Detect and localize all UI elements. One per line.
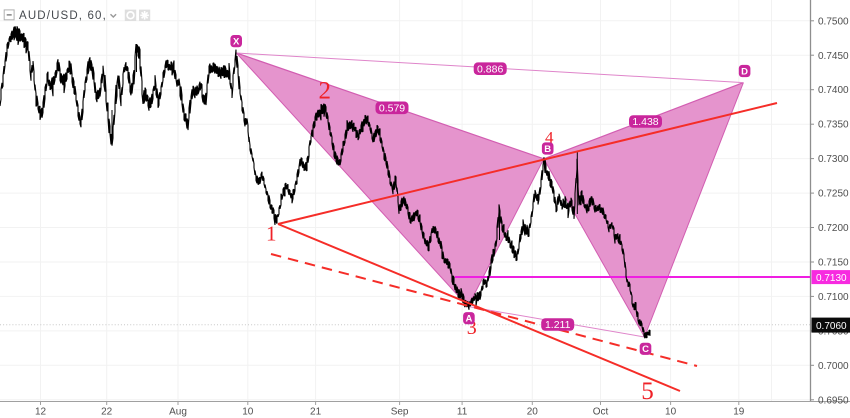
svg-text:AUD/USD, 60,: AUD/USD, 60, <box>19 10 107 22</box>
svg-text:1: 1 <box>266 222 277 246</box>
svg-text:3: 3 <box>467 317 477 339</box>
svg-text:10: 10 <box>242 407 254 418</box>
svg-text:Sep: Sep <box>391 407 409 418</box>
svg-text:0.7250: 0.7250 <box>818 189 849 200</box>
svg-text:4: 4 <box>545 128 554 147</box>
svg-text:0.579: 0.579 <box>379 102 405 114</box>
svg-text:0.7060: 0.7060 <box>816 321 847 332</box>
svg-text:0.7400: 0.7400 <box>818 85 849 96</box>
svg-text:21: 21 <box>310 407 322 418</box>
svg-text:1.211: 1.211 <box>545 319 571 331</box>
svg-text:Oct: Oct <box>593 407 609 418</box>
svg-text:11: 11 <box>457 407 468 418</box>
svg-text:0.7150: 0.7150 <box>818 258 849 269</box>
svg-text:0.7130: 0.7130 <box>816 273 847 284</box>
svg-text:Aug: Aug <box>169 407 187 418</box>
svg-text:5: 5 <box>641 378 654 405</box>
svg-text:C: C <box>642 344 649 355</box>
svg-text:0.6950: 0.6950 <box>818 395 849 406</box>
svg-text:X: X <box>233 37 240 48</box>
svg-text:0.7350: 0.7350 <box>818 120 849 131</box>
svg-text:0.7450: 0.7450 <box>818 51 849 62</box>
svg-text:12: 12 <box>35 407 47 418</box>
svg-text:19: 19 <box>733 407 745 418</box>
svg-text:20: 20 <box>527 407 539 418</box>
svg-text:1.438: 1.438 <box>632 116 658 128</box>
svg-text:10: 10 <box>665 407 677 418</box>
svg-text:D: D <box>741 66 748 77</box>
svg-text:2: 2 <box>318 78 331 105</box>
svg-text:22: 22 <box>101 407 113 418</box>
svg-text:0.7200: 0.7200 <box>818 223 849 234</box>
svg-text:0.7500: 0.7500 <box>818 16 849 27</box>
svg-text:0.7000: 0.7000 <box>818 361 849 372</box>
svg-text:0.886: 0.886 <box>477 63 503 75</box>
svg-text:B: B <box>544 144 551 155</box>
svg-text:A: A <box>465 314 472 325</box>
svg-text:0.7100: 0.7100 <box>818 292 849 303</box>
svg-text:0.7300: 0.7300 <box>818 154 849 165</box>
